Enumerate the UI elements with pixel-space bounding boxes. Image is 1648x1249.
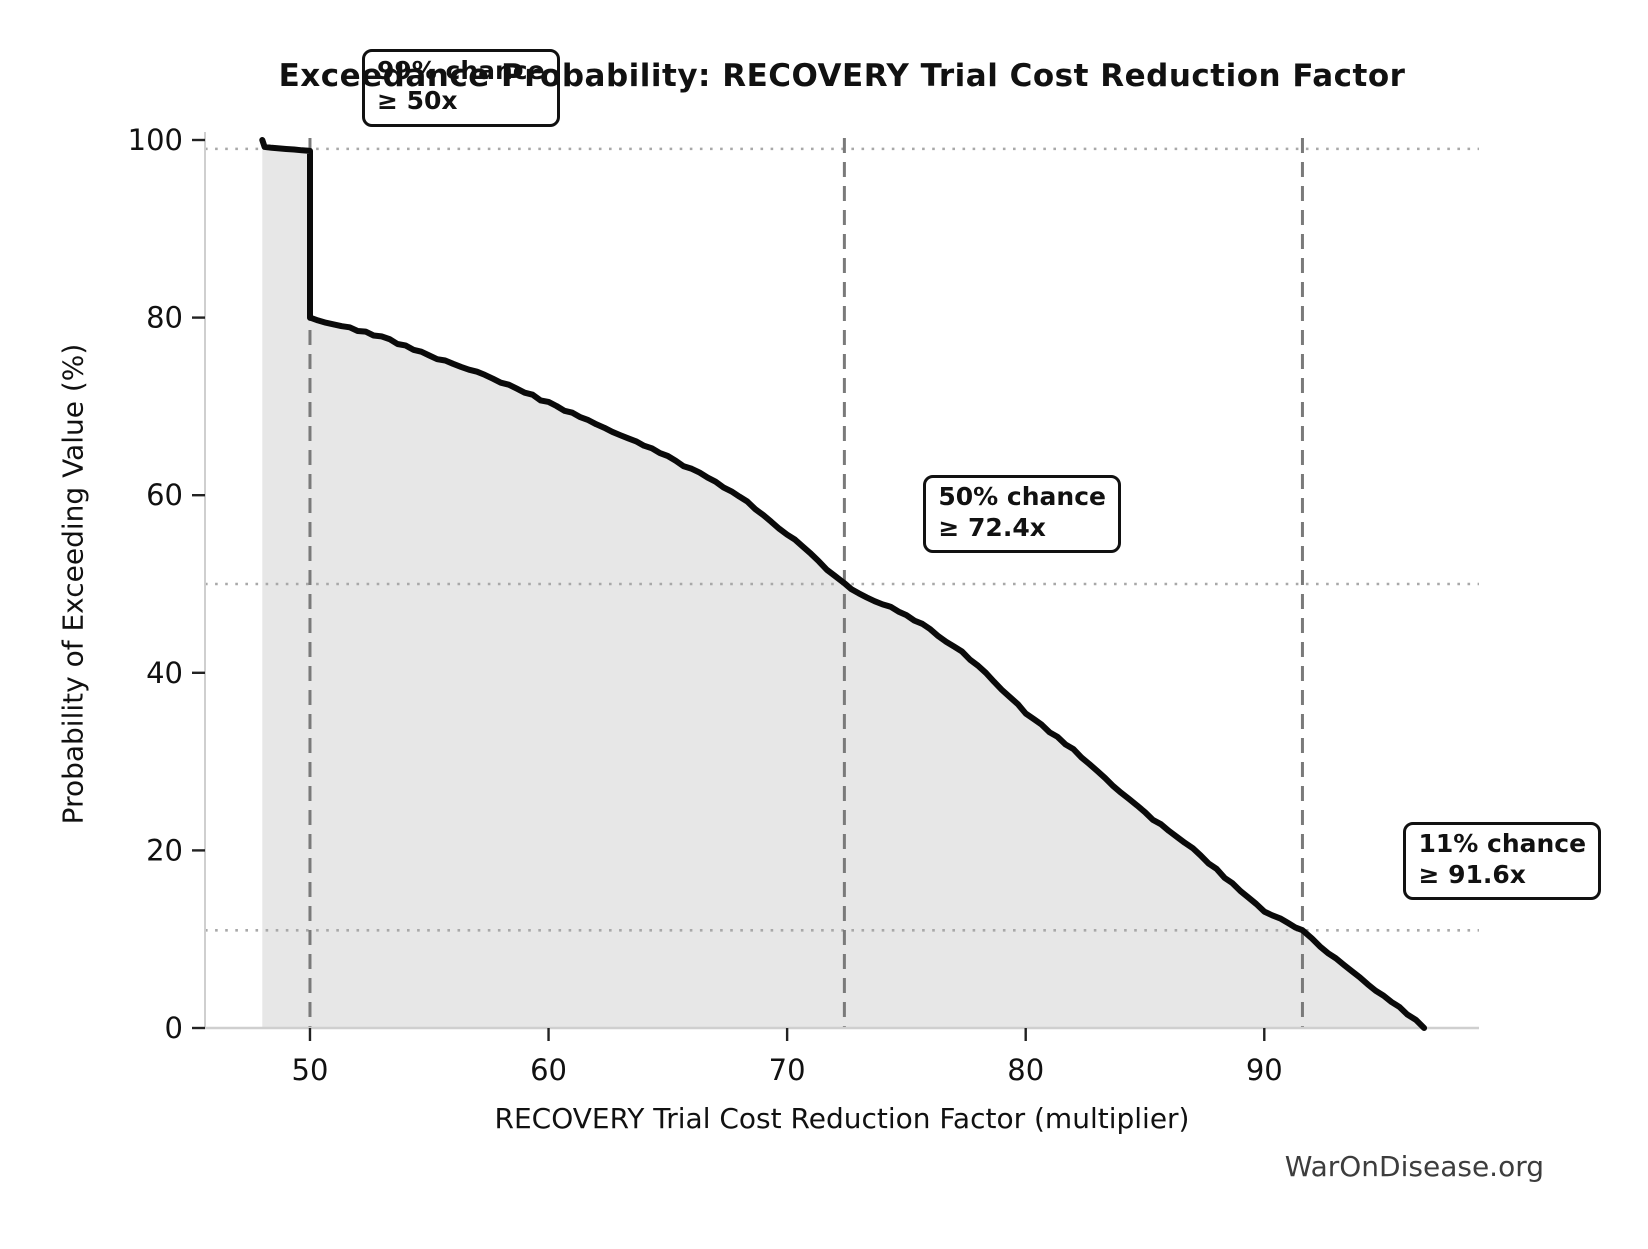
x-tick-label: 80 bbox=[1007, 1053, 1044, 1087]
annotation-line2: ≥ 72.4x bbox=[938, 512, 1046, 542]
y-tick-label: 40 bbox=[146, 656, 183, 690]
y-tick-label: 0 bbox=[165, 1011, 183, 1045]
x-tick-label: 50 bbox=[292, 1053, 329, 1087]
annotation-11-percent: 11% chance ≥ 91.6x bbox=[1403, 822, 1602, 901]
x-axis-label: RECOVERY Trial Cost Reduction Factor (mu… bbox=[494, 1102, 1190, 1135]
annotation-line2: ≥ 91.6x bbox=[1418, 859, 1526, 889]
annotation-50-percent: 50% chance ≥ 72.4x bbox=[923, 475, 1121, 553]
annotation-line2: ≥ 50x bbox=[376, 86, 458, 116]
annotation-line1: 50% chance bbox=[938, 482, 1106, 511]
annotation-line1: 99% chance bbox=[376, 55, 545, 85]
y-tick-label: 100 bbox=[128, 123, 183, 157]
annotation-99-percent: 99% chance ≥ 50x bbox=[361, 48, 560, 127]
x-tick-label: 60 bbox=[530, 1053, 567, 1087]
y-axis-label: Probability of Exceeding Value (%) bbox=[56, 343, 90, 825]
x-tick-label: 70 bbox=[769, 1053, 806, 1087]
exceedance-curve bbox=[259, 137, 1428, 1031]
chart-title: Exceedance Probability: RECOVERY Trial C… bbox=[278, 58, 1406, 94]
annotation-line1: 11% chance bbox=[1418, 829, 1587, 859]
y-tick-label: 20 bbox=[146, 833, 183, 867]
watermark-text: WarOnDisease.org bbox=[1284, 1150, 1544, 1183]
y-tick-label: 60 bbox=[146, 478, 183, 512]
x-tick-label: 90 bbox=[1246, 1053, 1283, 1087]
y-tick-label: 80 bbox=[146, 301, 183, 335]
